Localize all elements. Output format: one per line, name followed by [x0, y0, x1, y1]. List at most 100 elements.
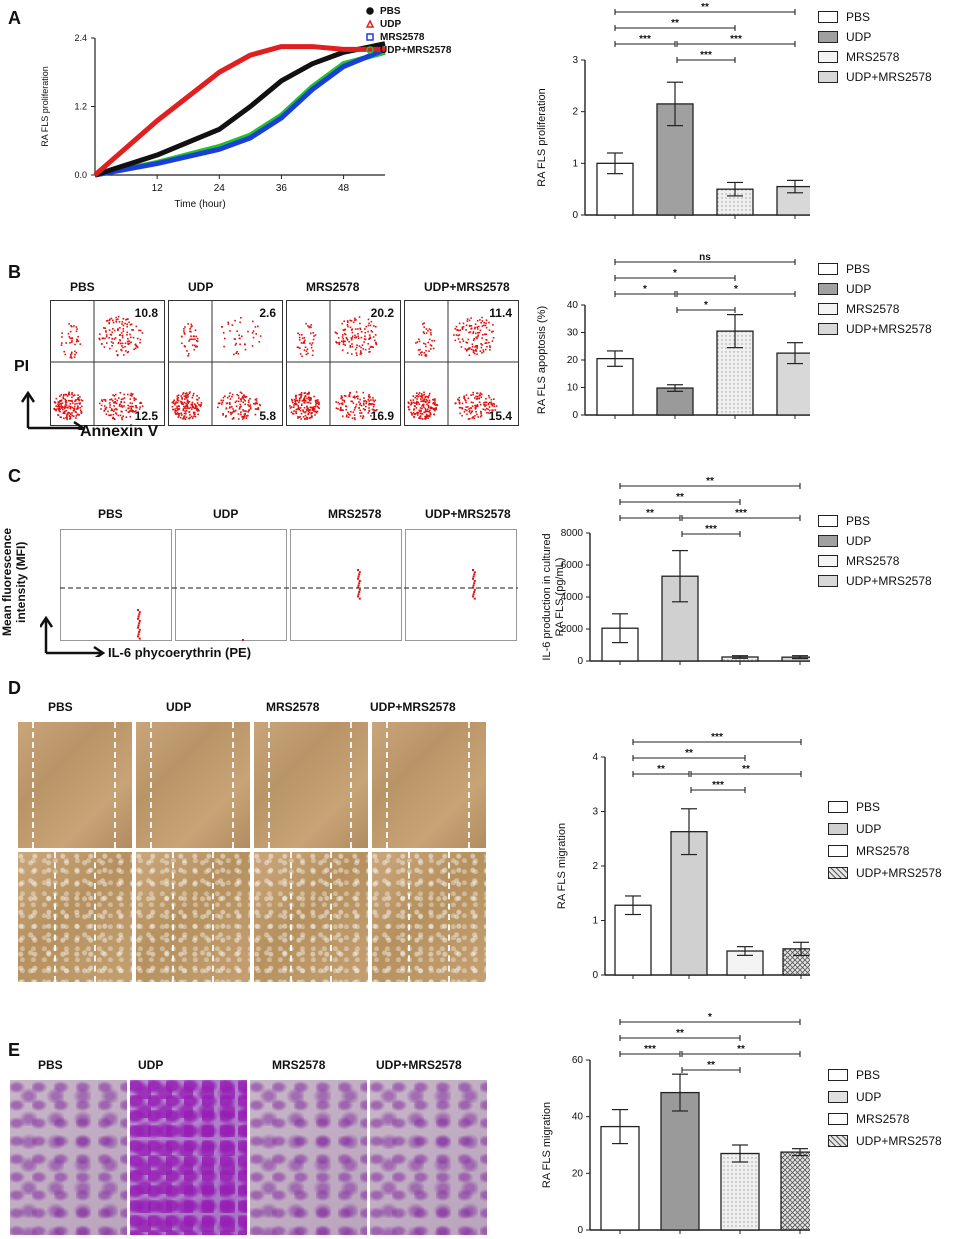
event-dot: [231, 412, 233, 414]
event-dot: [483, 321, 485, 324]
event-dot: [425, 410, 427, 412]
event-dot: [58, 406, 60, 408]
event-dot: [126, 331, 129, 334]
event-dot: [236, 393, 238, 396]
event-dot: [117, 329, 119, 332]
event-dot: [138, 620, 141, 622]
plot-frame: [60, 529, 172, 641]
event-dot: [421, 397, 424, 399]
event-dot: [299, 393, 302, 396]
event-dot: [76, 413, 79, 416]
event-dot: [111, 331, 113, 334]
event-dot: [194, 329, 197, 331]
event-dot: [73, 325, 75, 327]
event-dot: [248, 405, 250, 407]
event-dot: [427, 396, 429, 398]
event-dot: [129, 410, 132, 412]
flow-c-group-label: UDP+MRS2578: [425, 507, 511, 521]
event-dot: [481, 325, 484, 327]
event-dot: [127, 350, 130, 353]
event-dot: [423, 403, 425, 406]
event-dot: [177, 416, 180, 418]
event-dot: [363, 400, 365, 402]
transwell-image: [10, 1080, 127, 1235]
event-dot: [476, 403, 479, 406]
event-dot: [187, 354, 190, 357]
event-dot: [342, 409, 344, 411]
event-dot: [493, 405, 495, 407]
scratch-group-label: UDP: [166, 700, 192, 714]
event-dot: [122, 330, 125, 332]
y-axis-label: RA FLS proliferation: [40, 66, 50, 147]
event-dot: [466, 409, 468, 412]
event-dot: [225, 416, 227, 418]
legend-item: PBS: [818, 10, 870, 24]
event-dot: [58, 408, 60, 411]
event-dot: [349, 344, 352, 347]
event-dot: [300, 392, 303, 394]
event-dot: [461, 326, 464, 329]
event-dot: [177, 408, 179, 410]
event-dot: [474, 397, 476, 399]
event-dot: [368, 409, 371, 412]
event-dot: [462, 322, 465, 325]
event-dot: [181, 401, 183, 404]
event-dot: [172, 400, 175, 403]
event-dot: [175, 401, 177, 403]
event-dot: [422, 418, 424, 420]
event-dot: [293, 398, 296, 401]
flow-cytometry-il6: PBS UDP MRS2578 UDP+MRS2578: [40, 505, 518, 645]
event-dot: [296, 408, 299, 410]
event-dot: [295, 397, 297, 400]
event-dot: [229, 403, 231, 405]
event-dot: [435, 407, 437, 409]
event-dot: [476, 320, 479, 322]
event-dot: [73, 408, 76, 410]
event-dot: [461, 402, 464, 405]
event-dot: [484, 342, 487, 344]
y-tick-label: 1.2: [74, 102, 87, 112]
event-dot: [340, 402, 343, 405]
event-dot: [240, 411, 242, 413]
quadrant-value-bottom: 16.9: [371, 409, 395, 423]
event-dot: [421, 394, 424, 397]
event-dot: [194, 413, 196, 416]
legend-swatch: [818, 283, 838, 295]
event-dot: [245, 396, 248, 398]
event-dot: [485, 342, 488, 344]
sig-label: **: [646, 508, 654, 519]
event-dot: [487, 412, 490, 414]
event-dot: [433, 398, 435, 401]
flow-b-plot: 2.65.8: [168, 300, 283, 426]
event-dot: [60, 399, 63, 402]
event-dot: [433, 408, 436, 410]
event-dot: [490, 403, 493, 405]
event-dot: [235, 400, 238, 402]
event-dot: [61, 402, 64, 404]
event-dot: [65, 417, 67, 419]
event-dot: [415, 395, 418, 397]
series-line-udp: [93, 44, 385, 177]
flow-cytometry-apoptosis: PBS 10.8 12.5 UDP 2.6 5.8 MRS2578 20.2 16.9 UDP+M…: [30, 278, 519, 438]
event-dot: [428, 405, 430, 408]
event-dot: [107, 410, 109, 413]
event-dot: [472, 595, 474, 598]
event-dot: [130, 341, 132, 343]
event-dot: [114, 398, 117, 400]
event-dot: [62, 394, 65, 397]
event-dot: [255, 398, 258, 400]
event-dot: [184, 410, 186, 412]
event-dot: [77, 394, 79, 396]
scratch-edge-line: [468, 722, 470, 848]
event-dot: [367, 318, 370, 321]
event-dot: [136, 406, 138, 409]
event-dot: [485, 319, 488, 321]
event-dot: [337, 341, 339, 344]
event-dot: [473, 588, 476, 591]
event-dot: [368, 402, 370, 405]
event-dot: [425, 416, 428, 418]
event-dot: [234, 401, 237, 404]
quadrant-value-bottom: 15.4: [489, 409, 513, 423]
flow-b-group-label: MRS2578: [306, 280, 360, 294]
event-dot: [368, 322, 370, 325]
